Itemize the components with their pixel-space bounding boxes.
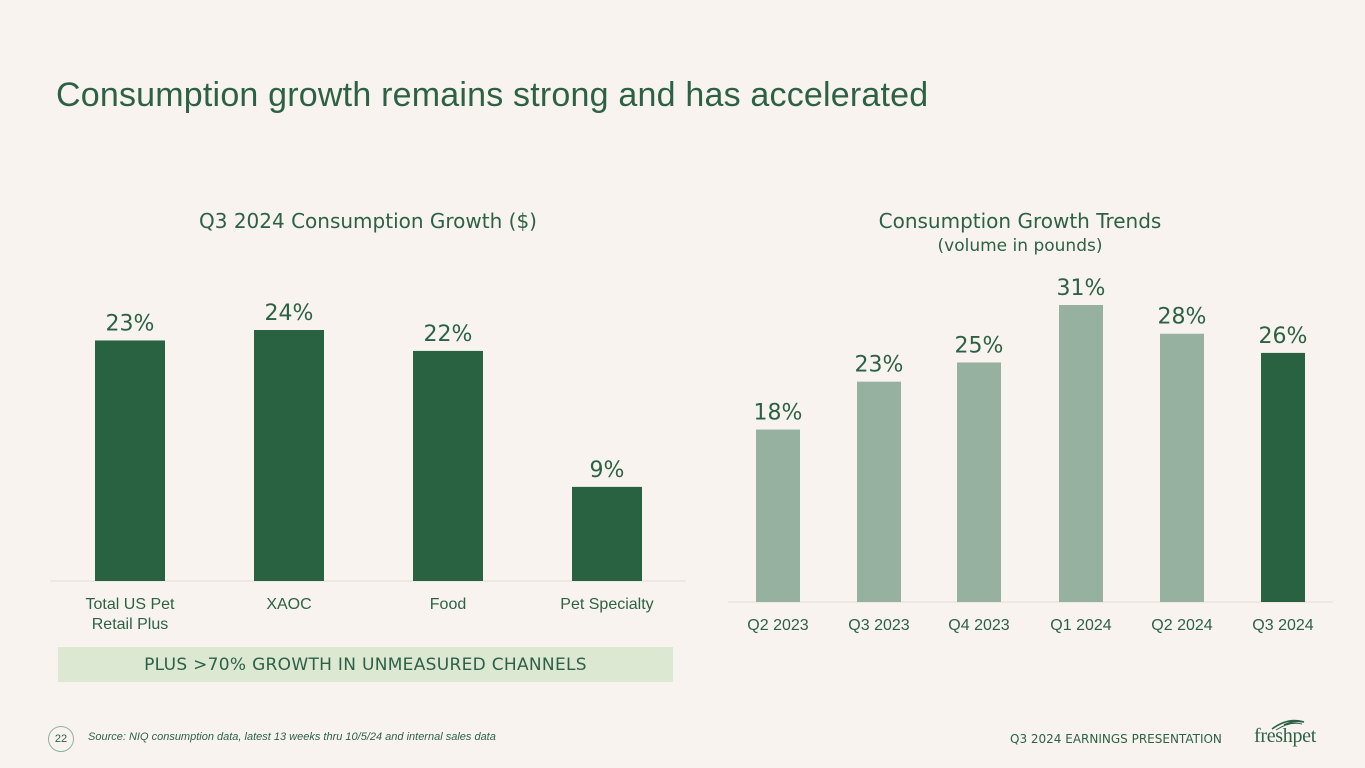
right-value-label-3: 31% — [1057, 276, 1106, 301]
left-tick-line-2-0: Food — [430, 596, 466, 613]
unmeasured-channels-callout: PLUS >70% GROWTH IN UNMEASURED CHANNELS — [58, 647, 673, 682]
page-number: 22 — [54, 733, 68, 745]
left-tick-label-2: Food — [430, 596, 466, 613]
logo-swoosh-icon — [1271, 719, 1305, 731]
right-value-label-1: 23% — [855, 353, 904, 378]
right-tick-label-5: Q3 2024 — [1252, 617, 1313, 634]
right-tick-label-0: Q2 2023 — [747, 617, 808, 634]
left-tick-line-3-0: Pet Specialty — [560, 596, 653, 613]
right-chart-subtitle: (volume in pounds) — [937, 236, 1103, 256]
callout-text: PLUS >70% GROWTH IN UNMEASURED CHANNELS — [144, 654, 587, 675]
right-bar-5 — [1261, 352, 1305, 602]
freshpet-logo: freshpet — [1254, 718, 1326, 748]
left-bar-0 — [95, 340, 165, 581]
left-tick-line-0-0: Total US Pet — [86, 596, 175, 613]
left-chart-title: Q3 2024 Consumption Growth ($) — [199, 209, 537, 233]
left-value-label-3: 9% — [590, 458, 625, 483]
left-bar-1 — [254, 330, 324, 581]
right-value-label-4: 28% — [1158, 305, 1207, 330]
right-tick-label-2: Q4 2023 — [948, 617, 1009, 634]
right-value-label-5: 26% — [1259, 324, 1308, 349]
right-bar-2 — [957, 362, 1001, 602]
left-tick-label-0: Total US Pet Retail Plus — [86, 596, 175, 633]
footer-label: Q3 2024 EARNINGS PRESENTATION — [1010, 732, 1222, 746]
page-title: Consumption growth remains strong and ha… — [56, 76, 929, 114]
right-bar-4 — [1160, 333, 1204, 602]
left-value-label-2: 22% — [424, 322, 473, 347]
right-tick-line-5-0: Q3 2024 — [1252, 617, 1313, 634]
right-tick-label-4: Q2 2024 — [1151, 617, 1212, 634]
right-bar-3 — [1059, 305, 1103, 602]
left-tick-label-3: Pet Specialty — [560, 596, 653, 613]
left-value-label-0: 23% — [106, 311, 155, 336]
left-bar-2 — [413, 350, 483, 581]
left-bar-3 — [572, 486, 642, 581]
right-chart-title: Consumption Growth Trends — [878, 209, 1162, 233]
right-tick-label-3: Q1 2024 — [1050, 617, 1111, 634]
right-bar-0 — [756, 429, 800, 602]
left-tick-line-1-0: XAOC — [266, 596, 311, 613]
left-tick-line-0-1: Retail Plus — [92, 616, 168, 633]
page-number-badge: 22 — [48, 726, 74, 752]
right-bar-1 — [857, 381, 901, 602]
right-value-label-0: 18% — [754, 401, 803, 426]
source-note: Source: NIQ consumption data, latest 13 … — [88, 731, 496, 743]
left-tick-label-1: XAOC — [266, 596, 311, 613]
right-tick-line-3-0: Q1 2024 — [1050, 617, 1111, 634]
right-tick-line-0-0: Q2 2023 — [747, 617, 808, 634]
right-value-label-2: 25% — [955, 333, 1004, 358]
right-tick-line-4-0: Q2 2024 — [1151, 617, 1212, 634]
right-tick-line-2-0: Q4 2023 — [948, 617, 1009, 634]
right-tick-label-1: Q3 2023 — [848, 617, 909, 634]
left-value-label-1: 24% — [265, 301, 314, 326]
logo-text: freshpet — [1254, 725, 1317, 747]
right-tick-line-1-0: Q3 2023 — [848, 617, 909, 634]
